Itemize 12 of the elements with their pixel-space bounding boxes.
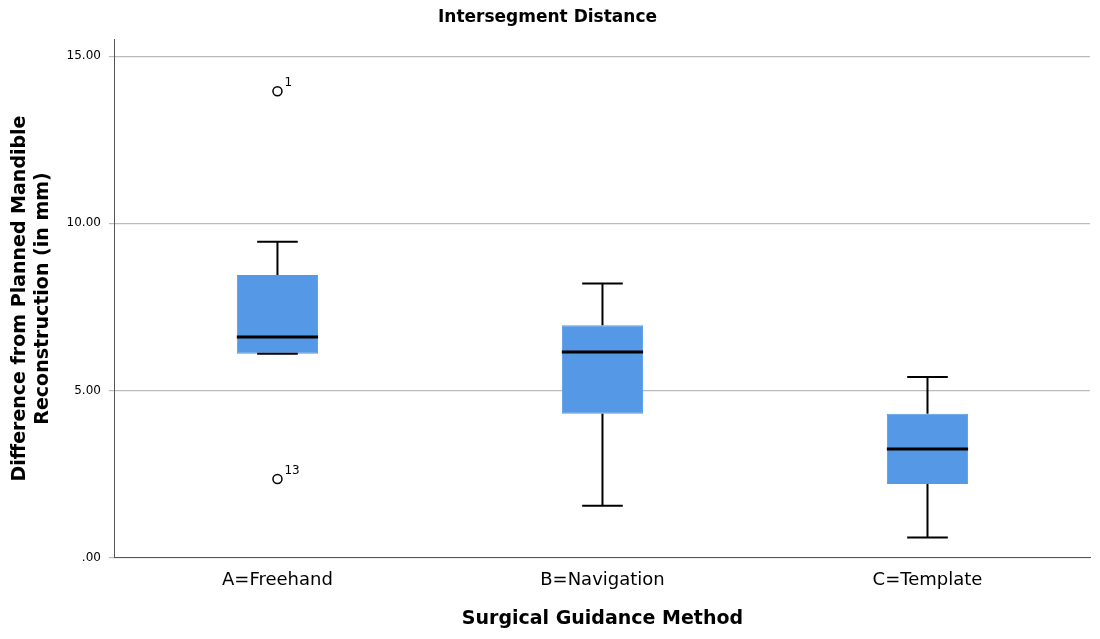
annotation: 13 xyxy=(284,463,300,478)
y-tick-label: 10.00 xyxy=(66,215,101,230)
x-tick-label: A=Freehand xyxy=(222,568,333,590)
x-axis-title: Surgical Guidance Method xyxy=(461,605,744,628)
y-tick-label: 5.00 xyxy=(74,382,101,397)
y-axis-title: Difference from Planned Mandible Reconstruction (in mm) xyxy=(7,115,53,482)
x-tick-label: B=Navigation xyxy=(540,568,665,590)
y-tick-label: 15.00 xyxy=(66,48,101,63)
annotation: 1 xyxy=(284,75,293,90)
chart-title: Intersegment Distance xyxy=(437,5,658,26)
x-tick-label: C=Template xyxy=(872,568,983,590)
y-tick-label: .00 xyxy=(81,549,101,564)
